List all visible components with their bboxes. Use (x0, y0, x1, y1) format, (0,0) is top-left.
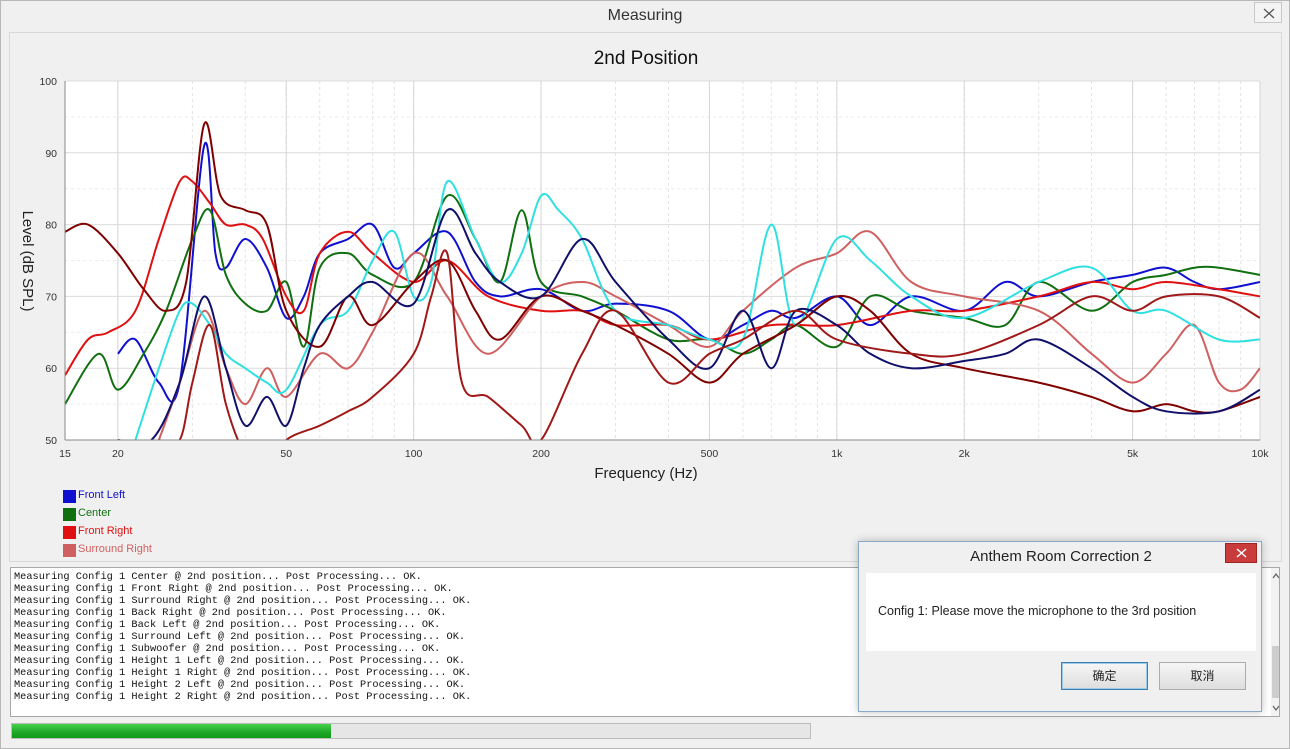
cancel-button[interactable]: 取消 (1159, 662, 1246, 690)
progress-fill (12, 724, 331, 738)
log-line: Measuring Config 1 Height 1 Left @ 2nd p… (14, 655, 466, 667)
series-line (117, 141, 1260, 403)
y-axis-label: Level (dB SPL) (19, 211, 36, 312)
x-tick-label: 2k (959, 448, 971, 460)
close-icon (1236, 548, 1247, 558)
log-lines: Measuring Config 1 Center @ 2nd position… (14, 571, 471, 703)
log-line: Measuring Config 1 Front Right @ 2nd pos… (14, 583, 453, 595)
y-tick-label: 100 (39, 76, 57, 88)
log-scroll-thumb[interactable] (1272, 646, 1279, 698)
y-tick-label: 60 (45, 363, 57, 375)
legend-swatch (63, 526, 76, 539)
chart-panel: 15 20 50 100 200 500 1k 2k 5k 10k 50 60 70 80 90 100 2nd… (9, 32, 1282, 562)
series-group (65, 121, 1260, 440)
y-tick-label: 70 (45, 291, 57, 303)
legend-label: Center (78, 507, 112, 519)
scroll-down-icon[interactable] (1272, 702, 1280, 714)
log-scrollbar[interactable] (1271, 568, 1280, 716)
legend-item: Front Left (63, 488, 193, 506)
log-line: Measuring Config 1 Height 2 Right @ 2nd … (14, 691, 472, 703)
log-line: Measuring Config 1 Back Right @ 2nd posi… (14, 607, 447, 619)
x-tick-label: 15 (59, 448, 71, 460)
x-tick-label: 200 (532, 448, 550, 460)
series-line (65, 121, 1260, 414)
progress-bar (11, 723, 811, 739)
series-line (134, 180, 1260, 440)
y-tick-label: 90 (45, 148, 57, 160)
window-close-button[interactable] (1254, 2, 1282, 23)
x-tick-label: 20 (112, 448, 124, 460)
legend-swatch (63, 508, 76, 521)
ok-button[interactable]: 确定 (1061, 662, 1148, 690)
x-tick-label: 5k (1127, 448, 1139, 460)
dialog-body: Config 1: Please move the microphone to … (866, 573, 1256, 651)
title-bar: Measuring (1, 1, 1289, 31)
dialog-close-button[interactable] (1225, 543, 1257, 563)
message-dialog: Anthem Room Correction 2 Config 1: Pleas… (858, 541, 1262, 712)
x-tick-label: 1k (831, 448, 843, 460)
dialog-message: Config 1: Please move the microphone to … (878, 604, 1197, 618)
series-line (65, 175, 1260, 376)
legend-item: Surround Right (63, 542, 193, 560)
scroll-up-icon[interactable] (1272, 570, 1280, 582)
x-tick-label: 50 (280, 448, 292, 460)
x-axis-label: Frequency (Hz) (594, 465, 697, 482)
legend-label: Front Left (78, 489, 126, 501)
log-line: Measuring Config 1 Back Left @ 2nd posit… (14, 619, 441, 631)
legend-item: Center (63, 506, 193, 524)
series-line (157, 230, 1260, 440)
chart-title: 2nd Position (594, 48, 699, 69)
log-line: Measuring Config 1 Surround Right @ 2nd … (14, 595, 472, 607)
x-tick-label: 500 (701, 448, 719, 460)
legend-swatch (63, 544, 76, 557)
series-line (117, 208, 1260, 440)
legend-label: Surround Right (78, 543, 152, 555)
frequency-response-chart: 15 20 50 100 200 500 1k 2k 5k 10k 50 60 70 80 90 100 2nd… (19, 48, 1270, 482)
x-tick-label: 10k (1252, 448, 1270, 460)
legend-label: Front Right (78, 525, 133, 537)
close-icon (1263, 8, 1275, 19)
x-tick-label: 100 (405, 448, 423, 460)
log-line: Measuring Config 1 Height 1 Right @ 2nd … (14, 667, 472, 679)
window-title: Measuring (607, 7, 683, 24)
legend-item: Front Right (63, 524, 193, 542)
dialog-title: Anthem Room Correction 2 (970, 548, 1152, 565)
series-line (65, 194, 1260, 405)
chart-legend: Front Left Center Front Right Surround Righ… (63, 488, 193, 560)
log-line: Measuring Config 1 Center @ 2nd position… (14, 571, 422, 583)
y-tick-label: 50 (45, 435, 57, 447)
y-tick-label: 80 (45, 220, 57, 232)
log-line: Measuring Config 1 Surround Left @ 2nd p… (14, 631, 466, 643)
log-line: Measuring Config 1 Height 2 Left @ 2nd p… (14, 679, 466, 691)
log-line: Measuring Config 1 Subwoofer @ 2nd posit… (14, 643, 441, 655)
legend-swatch (63, 490, 76, 503)
series-line (158, 249, 1260, 440)
